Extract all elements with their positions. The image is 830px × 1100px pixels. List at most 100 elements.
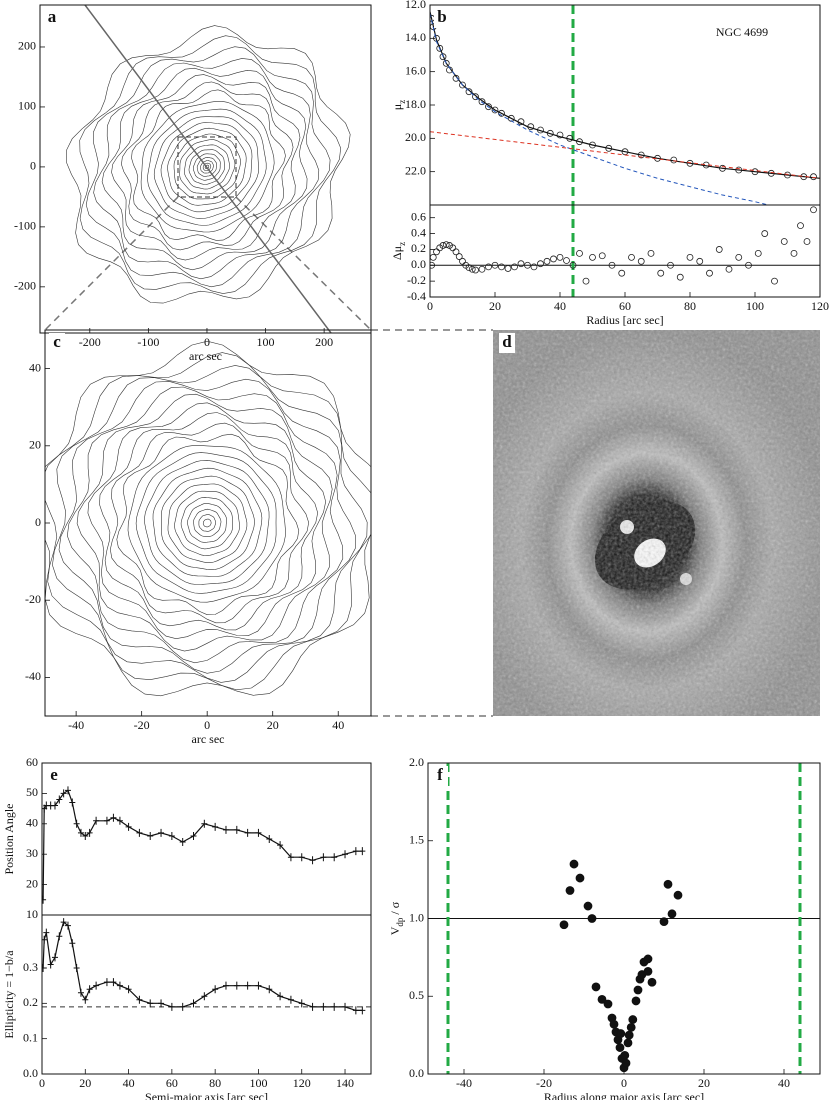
point [576, 138, 583, 146]
contour-line [204, 164, 210, 169]
point [504, 265, 512, 272]
plot-area [42, 918, 371, 1015]
point [442, 59, 450, 67]
contour-line [202, 162, 212, 171]
point [64, 786, 71, 795]
point [569, 261, 577, 269]
point [320, 853, 327, 862]
point [576, 249, 583, 257]
point [201, 819, 208, 828]
point [442, 241, 450, 249]
galaxy-image [493, 330, 820, 716]
y-tick-label: 14.0 [405, 30, 426, 44]
y-axis-label-part: V [388, 926, 402, 935]
point [478, 265, 486, 273]
point [60, 918, 67, 927]
point [212, 985, 219, 994]
point [790, 249, 798, 257]
point [485, 103, 492, 111]
point [626, 1022, 636, 1032]
y-axis-label: Position Angle [2, 803, 16, 874]
point [430, 253, 437, 261]
point [556, 131, 564, 139]
point [69, 939, 76, 948]
y-tick-label: 0.3 [23, 960, 38, 974]
point [565, 886, 575, 895]
plot-area [428, 763, 820, 1074]
point [244, 828, 251, 837]
point [233, 825, 240, 834]
plot-area [430, 205, 820, 297]
contour-line [180, 496, 233, 550]
zoom-lines [44, 196, 493, 717]
point [136, 828, 143, 837]
contour-line [45, 340, 371, 697]
point [56, 932, 63, 941]
y-axis-label: Ellipticity = 1−b/a [2, 950, 16, 1039]
point [436, 44, 444, 52]
panel-label-bg [434, 8, 450, 28]
panel-label-bg [44, 8, 60, 28]
point [569, 859, 579, 869]
point [511, 263, 518, 271]
point [631, 996, 641, 1006]
x-tick-label: 40 [778, 1076, 790, 1090]
point [696, 257, 704, 265]
point [352, 847, 359, 856]
point [771, 277, 778, 285]
point [598, 252, 606, 260]
point [359, 847, 366, 856]
x-tick-label: 120 [293, 1076, 311, 1090]
point [73, 819, 80, 828]
point [575, 873, 585, 883]
point [673, 890, 683, 900]
point [277, 841, 284, 850]
x-axis-label: arc sec [189, 349, 222, 363]
point [190, 831, 197, 840]
panel: 12.0 14.0 16.0 18.0 20.0 22.0 μz b NGC 4699 [390, 0, 821, 206]
point [244, 981, 251, 990]
contour-line [188, 149, 225, 185]
x-tick-label: -40 [456, 1076, 472, 1090]
point [725, 265, 733, 273]
y-tick-label: 0 [35, 515, 41, 529]
point [754, 249, 762, 257]
point [47, 960, 54, 969]
point [309, 1002, 316, 1011]
point [222, 981, 229, 990]
x-tick-label: 200 [315, 335, 333, 349]
x-tick-label: 40 [332, 718, 344, 732]
panel-label: f [437, 765, 443, 784]
x-tick-label: -200 [79, 335, 101, 349]
point [147, 831, 154, 840]
point [676, 273, 684, 281]
point [359, 1006, 366, 1015]
point [478, 98, 486, 106]
y-tick-label: -100 [14, 219, 36, 233]
point [797, 222, 804, 230]
x-tick-label: 60 [619, 299, 631, 313]
panel: d [499, 332, 515, 353]
panel-label: d [502, 332, 512, 351]
y-axis-label: μz [390, 100, 407, 110]
contour-line [147, 108, 267, 226]
x-tick-label: 0 [204, 335, 210, 349]
y-tick-label: 20 [29, 438, 41, 452]
axes-frame [41, 762, 372, 916]
x-axis-label: Radius [arc sec] [586, 313, 663, 327]
point [51, 953, 58, 962]
panel-label-bg [499, 333, 515, 353]
y-tick-label: -200 [14, 279, 36, 293]
annotation: NGC 4699 [716, 25, 768, 39]
contour-line [184, 144, 230, 190]
point [609, 1019, 619, 1029]
contour-line [198, 514, 216, 532]
y-tick-label: -20 [25, 592, 41, 606]
point [491, 261, 499, 269]
point [615, 1043, 625, 1052]
y-axis-label-part: z [397, 242, 407, 246]
contour-line [179, 139, 236, 195]
point [537, 260, 544, 268]
plot-area [45, 340, 371, 697]
contour-line [116, 433, 300, 616]
